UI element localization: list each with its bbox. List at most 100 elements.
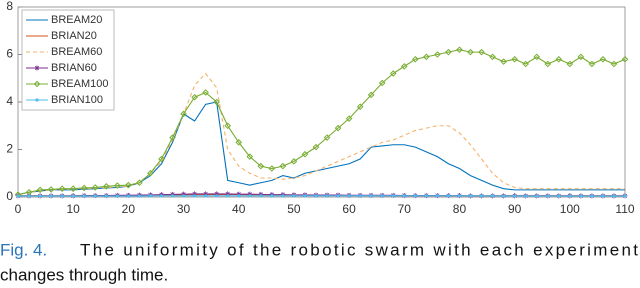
marker <box>623 194 627 198</box>
legend-label: BRIAN20 <box>51 30 97 42</box>
figure-label: Fig. 4. <box>0 240 47 259</box>
marker <box>533 53 541 61</box>
x-tick-label: 20 <box>122 202 136 216</box>
marker <box>513 194 517 198</box>
marker <box>336 194 340 198</box>
marker <box>369 194 373 198</box>
marker <box>91 184 99 191</box>
marker <box>58 185 66 192</box>
marker <box>202 89 209 96</box>
marker <box>479 194 484 198</box>
marker <box>489 53 496 61</box>
marker <box>180 110 187 118</box>
y-tick-label: 6 <box>6 47 13 61</box>
x-tick-label: 70 <box>398 202 412 216</box>
marker <box>468 194 473 198</box>
marker <box>102 183 110 190</box>
marker <box>621 55 629 63</box>
legend-label: BRIAN60 <box>51 62 97 74</box>
marker <box>446 194 451 198</box>
marker <box>148 194 153 198</box>
marker <box>301 150 309 158</box>
x-tick-label: 30 <box>177 202 191 216</box>
marker <box>456 46 463 54</box>
x-tick-label: 40 <box>232 202 246 216</box>
marker <box>246 153 254 160</box>
x-tick-label: 100 <box>560 202 580 216</box>
marker <box>524 194 528 198</box>
marker <box>391 194 395 198</box>
marker <box>71 194 75 198</box>
legend-label: BRIAN100 <box>51 94 103 106</box>
marker <box>237 194 241 198</box>
marker <box>235 139 243 146</box>
marker <box>413 194 417 198</box>
marker <box>126 194 130 198</box>
legend-label: BREAM60 <box>51 46 102 58</box>
marker <box>259 194 263 198</box>
marker <box>115 194 119 198</box>
marker <box>236 191 242 197</box>
marker <box>423 53 430 61</box>
marker <box>402 194 406 198</box>
plot-frame <box>17 6 626 198</box>
legend-label: BREAM100 <box>51 78 108 90</box>
marker <box>27 194 31 198</box>
marker <box>412 55 419 63</box>
marker <box>467 48 474 56</box>
marker <box>557 194 561 198</box>
marker <box>435 194 439 198</box>
marker <box>555 55 563 63</box>
marker <box>378 79 386 87</box>
marker <box>601 194 605 198</box>
marker <box>268 165 276 172</box>
marker <box>247 191 253 197</box>
x-tick-label: 50 <box>287 202 301 216</box>
marker <box>60 194 64 198</box>
marker <box>389 70 397 77</box>
x-tick-label: 60 <box>342 202 356 216</box>
marker <box>215 194 219 198</box>
x-tick-label: 90 <box>508 202 522 216</box>
marker <box>136 179 143 187</box>
x-tick-label: 10 <box>67 202 81 216</box>
marker <box>424 194 428 198</box>
marker <box>511 55 518 63</box>
marker <box>93 194 97 198</box>
marker <box>158 155 165 163</box>
marker <box>546 194 550 198</box>
marker <box>490 194 495 198</box>
marker <box>33 80 41 88</box>
marker <box>225 191 231 197</box>
marker <box>16 194 20 198</box>
marker <box>203 191 209 197</box>
marker <box>147 169 154 177</box>
marker <box>192 191 198 197</box>
marker <box>445 48 452 56</box>
marker <box>290 158 298 165</box>
marker <box>577 53 585 61</box>
marker <box>213 98 220 106</box>
marker <box>292 194 296 198</box>
marker <box>590 194 594 198</box>
marker <box>478 48 485 56</box>
marker <box>457 194 462 198</box>
legend-box <box>21 9 115 111</box>
marker <box>159 194 164 198</box>
marker <box>69 185 77 192</box>
marker <box>535 194 539 198</box>
marker <box>610 60 618 68</box>
y-tick-label: 2 <box>6 142 13 156</box>
marker <box>270 194 274 198</box>
marker <box>522 60 529 68</box>
x-tick-label: 80 <box>453 202 467 216</box>
marker <box>114 182 121 189</box>
caption-line: changes through time. <box>0 265 168 284</box>
marker <box>356 103 364 111</box>
marker <box>334 124 342 132</box>
marker <box>35 98 39 102</box>
marker <box>380 194 384 198</box>
legend-label: BREAM20 <box>51 14 102 26</box>
marker <box>104 194 108 198</box>
marker <box>191 93 198 101</box>
